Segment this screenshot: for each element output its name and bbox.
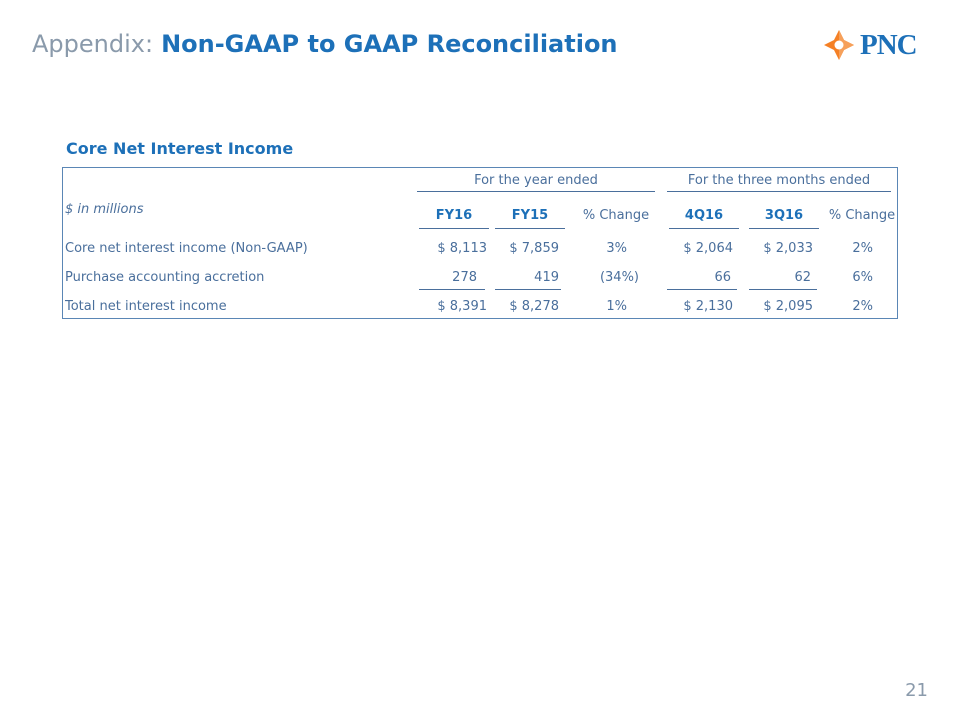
row-label-total-nii: Total net interest income: [65, 299, 227, 314]
title-lead: Appendix:: [32, 30, 154, 58]
col-underline-4q16: [669, 228, 739, 229]
table-cell: $ 7,859: [509, 241, 559, 256]
table-cell: 278: [452, 270, 477, 285]
col-underline-3q16: [749, 228, 819, 229]
col-header-fy15: FY15: [511, 208, 549, 223]
table-cell: 2%: [852, 299, 873, 314]
subtotal-underline: [495, 289, 561, 290]
group-divider-quarter: [667, 191, 891, 192]
group-divider-year: [417, 191, 655, 192]
col-header-3q16: 3Q16: [764, 208, 804, 223]
units-label: $ in millions: [65, 202, 144, 217]
slide-title: Appendix: Non-GAAP to GAAP Reconciliation: [32, 30, 618, 58]
col-header-quarter-change: % Change: [828, 208, 896, 223]
group-header-year: For the year ended: [474, 173, 598, 188]
pnc-logo: PNC: [822, 28, 934, 64]
subtotal-underline: [419, 289, 485, 290]
table-cell: 3%: [606, 241, 627, 256]
table-cell: (34%): [599, 270, 639, 285]
col-underline-fy16: [419, 228, 489, 229]
table-cell: $ 2,064: [683, 241, 733, 256]
row-label-core-nii: Core net interest income (Non-GAAP): [65, 241, 308, 256]
section-title: Core Net Interest Income: [66, 139, 294, 158]
col-header-4q16: 4Q16: [684, 208, 724, 223]
subtotal-underline: [667, 289, 737, 290]
table-cell: 419: [534, 270, 559, 285]
pnc-star-icon: [824, 30, 854, 60]
reconciliation-table: For the year ended For the three months …: [62, 167, 898, 319]
logo-wordmark: PNC: [860, 29, 918, 61]
table-cell: 66: [714, 270, 731, 285]
table-cell: 62: [794, 270, 811, 285]
col-header-year-change: % Change: [582, 208, 650, 223]
table-cell: 6%: [852, 270, 873, 285]
table-cell: $ 2,033: [763, 241, 813, 256]
table-cell: 1%: [606, 299, 627, 314]
row-label-accretion: Purchase accounting accretion: [65, 270, 265, 285]
col-underline-fy15: [495, 228, 565, 229]
title-main: Non-GAAP to GAAP Reconciliation: [161, 30, 618, 58]
table-cell: $ 2,095: [763, 299, 813, 314]
subtotal-underline: [749, 289, 817, 290]
page-number: 21: [905, 680, 928, 701]
table-cell: $ 8,391: [437, 299, 487, 314]
table-cell: 2%: [852, 241, 873, 256]
table-cell: $ 8,113: [437, 241, 487, 256]
group-header-quarter: For the three months ended: [687, 173, 871, 188]
table-cell: $ 8,278: [509, 299, 559, 314]
table-cell: $ 2,130: [683, 299, 733, 314]
col-header-fy16: FY16: [435, 208, 473, 223]
